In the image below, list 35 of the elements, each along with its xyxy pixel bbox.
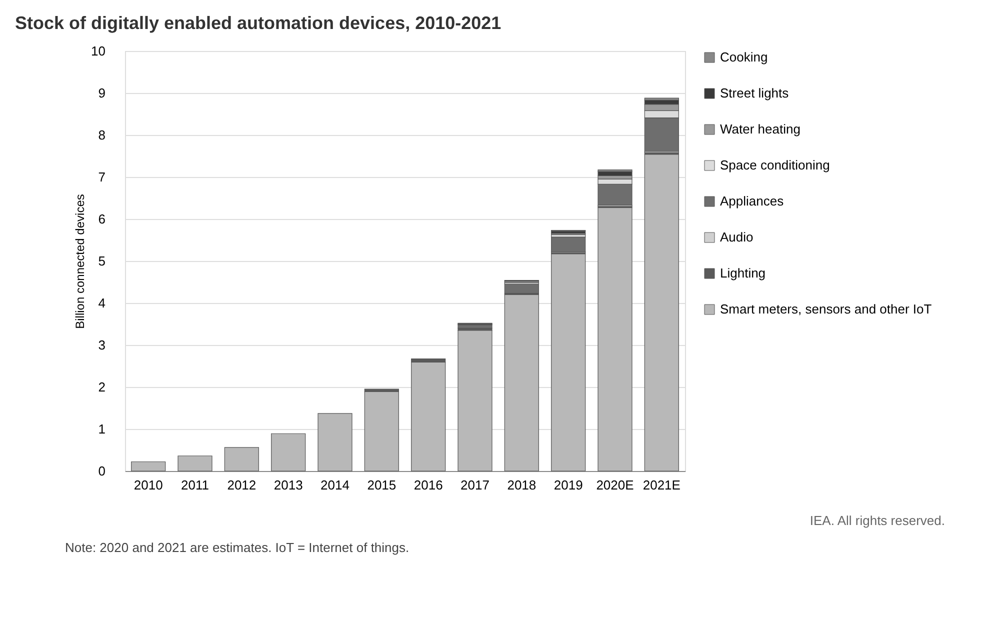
- y-tick-label: 8: [98, 128, 106, 142]
- legend-label: Appliances: [720, 194, 784, 208]
- x-tick-label: 2018: [507, 478, 536, 492]
- x-tick-label: 2012: [227, 478, 256, 492]
- x-tick-label: 2020E: [596, 478, 634, 492]
- y-tick-label: 2: [98, 380, 106, 394]
- x-tick-label: 2014: [320, 478, 350, 492]
- y-tick-label: 0: [98, 464, 106, 478]
- legend-label: Cooking: [720, 50, 768, 64]
- legend-label: Space conditioning: [720, 158, 830, 172]
- y-tick-label: 3: [98, 338, 106, 352]
- text: Note: 2020 and 2021 are estimates. IoT = Internet of things.: [65, 540, 410, 555]
- legend-label: Audio: [720, 230, 754, 244]
- x-tick-label: 2011: [181, 478, 209, 492]
- legend-label: Smart meters, sensors and other IoT: [720, 302, 932, 316]
- legend-label: Water heating: [720, 122, 800, 136]
- x-tick-label: 2017: [460, 478, 490, 492]
- text: IEA. All rights reserved.: [810, 513, 945, 528]
- y-tick-label: 1: [98, 422, 106, 436]
- y-axis-title: Billion connected devices: [73, 194, 88, 329]
- x-tick-label: 2021E: [642, 478, 681, 492]
- x-tick-label: 2019: [554, 478, 583, 492]
- x-tick-label: 2015: [367, 478, 396, 492]
- legend-label: Lighting: [720, 266, 766, 280]
- x-tick-label: 2016: [414, 478, 443, 492]
- y-tick-label: 6: [98, 212, 106, 226]
- x-tick-label: 2013: [274, 478, 303, 492]
- y-tick-label: 9: [98, 86, 106, 100]
- y-tick-label: 5: [98, 254, 106, 268]
- y-tick-label: 10: [91, 44, 106, 58]
- x-tick-label: 2010: [134, 478, 163, 492]
- legend-label: Street lights: [720, 86, 790, 100]
- y-tick-label: 4: [98, 296, 106, 310]
- chart-title: Stock of digitally enabled automation devices, 2010-2021: [15, 13, 502, 33]
- y-tick-label: 7: [98, 170, 106, 184]
